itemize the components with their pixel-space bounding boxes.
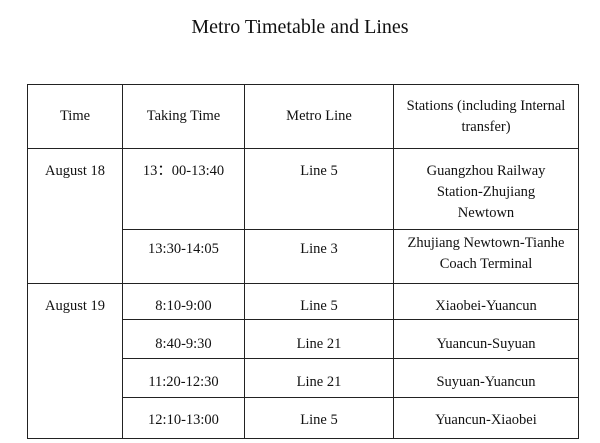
table-row: 13:30-14:05 Line 3 Zhujiang Newtown-Tian… (28, 229, 579, 284)
taking-time-cell: 8:40-9:30 (122, 319, 245, 359)
page-title: Metro Timetable and Lines (191, 16, 409, 38)
stations-cell: Suyuan-Yuancun (393, 358, 579, 398)
stations-cell: Xiaobei-Yuancun (393, 283, 579, 320)
taking-time-cell: 13：00-13:40 (122, 148, 245, 230)
metro-line-cell: Line 21 (244, 319, 394, 359)
stations-cell: Guangzhou Railway Station-Zhujiang Newto… (393, 148, 579, 230)
metro-line-cell: Line 5 (244, 283, 394, 320)
table-row: 12:10-13:00 Line 5 Yuancun-Xiaobei (28, 397, 579, 439)
taking-time-cell: 12:10-13:00 (122, 397, 245, 439)
header-row: Time Taking Time Metro Line Stations (in… (27, 84, 579, 149)
header-time: Time (27, 84, 123, 149)
table-row: 8:40-9:30 Line 21 Yuancun-Suyuan (28, 319, 579, 359)
taking-time-cell: 11:20-12:30 (122, 358, 245, 398)
header-taking-time: Taking Time (122, 84, 245, 149)
metro-line-cell: Line 5 (244, 148, 394, 230)
header-metro-line: Metro Line (244, 84, 394, 149)
metro-line-cell: Line 21 (244, 358, 394, 398)
header-stations: Stations (including Internal transfer) (393, 84, 579, 149)
taking-time-cell: 8:10-9:00 (122, 283, 245, 320)
stations-cell: Yuancun-Xiaobei (393, 397, 579, 439)
metro-line-cell: Line 3 (244, 229, 394, 284)
metro-line-cell: Line 5 (244, 397, 394, 439)
date-cell: August 19 (27, 283, 123, 439)
stations-cell: Zhujiang Newtown-Tianhe Coach Terminal (393, 229, 579, 284)
table-row: August 19 8:10-9:00 Line 5 Xiaobei-Yuanc… (27, 283, 579, 439)
stations-cell: Yuancun-Suyuan (393, 319, 579, 359)
timetable: Time Taking Time Metro Line Stations (in… (27, 84, 579, 439)
date-cell: August 18 (27, 148, 123, 284)
table-row: August 18 13：00-13:40 Line 5 Guangzhou R… (27, 148, 579, 284)
taking-time-cell: 13:30-14:05 (122, 229, 245, 284)
